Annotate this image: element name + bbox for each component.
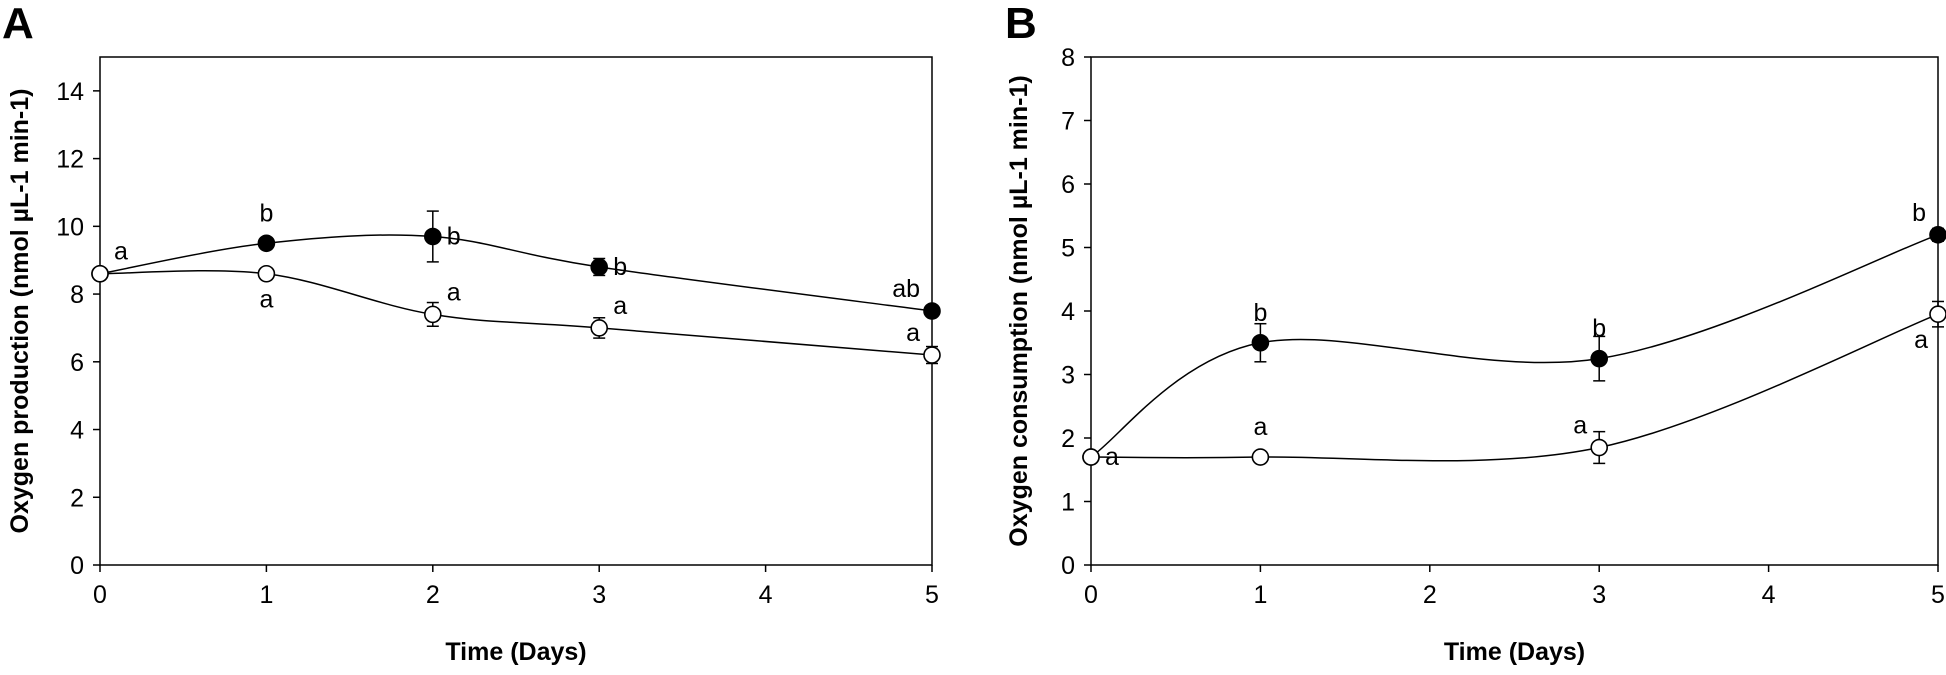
y-tick-label: 0 (70, 552, 84, 580)
y-tick-label: 5 (1061, 235, 1075, 263)
y-tick-label: 8 (1061, 44, 1075, 72)
y-tick-label: 3 (1061, 362, 1075, 390)
significance-label: b (1592, 315, 1606, 343)
significance-label: ab (892, 275, 920, 303)
plot-area-frame (99, 56, 933, 566)
y-tick-label: 4 (1061, 298, 1075, 326)
significance-label: a (613, 292, 627, 320)
data-point-filled (1590, 349, 1608, 368)
data-point-open (423, 305, 442, 324)
significance-label: a (259, 286, 273, 314)
significance-label: a (1253, 413, 1267, 441)
data-point-open (257, 264, 276, 283)
data-point-filled (923, 302, 941, 320)
y-tick-label: 6 (1061, 171, 1075, 199)
y-axis-title: Oxygen consumption (nmol µL-1 min-1) (1005, 75, 1033, 546)
significance-label: a (906, 319, 920, 347)
x-tick-label: 1 (1253, 581, 1267, 609)
significance-label: a (114, 238, 128, 266)
series-1: a b b b (1082, 199, 1946, 471)
panel-b: B 0 1 2 3 4 5 0 1 2 3 4 5 6 7 8 Time (Days) Oxygen consum… (1005, 0, 1946, 666)
x-tick-label: 5 (925, 581, 939, 609)
x-tick-label: 3 (592, 581, 606, 609)
significance-label: b (1912, 199, 1926, 227)
data-point-filled (257, 234, 276, 253)
y-tick-label: 14 (56, 78, 84, 106)
y-tick-label: 10 (56, 213, 84, 241)
data-point-filled (1929, 226, 1946, 244)
data-point-filled (423, 227, 442, 246)
y-tick-label: 4 (70, 417, 84, 445)
data-point-open (1590, 438, 1608, 457)
x-tick-label: 1 (259, 581, 273, 609)
significance-label: b (259, 199, 273, 227)
x-tick-label: 0 (93, 581, 107, 609)
x-tick-label: 4 (759, 581, 773, 609)
data-point-open (1929, 305, 1946, 323)
y-tick-label: 2 (1061, 425, 1075, 453)
series-2: a a a (1082, 300, 1946, 466)
y-tick-label: 2 (70, 484, 84, 512)
x-tick-label: 3 (1592, 581, 1606, 609)
y-tick-label: 7 (1061, 108, 1075, 136)
y-tick-label: 1 (1061, 489, 1075, 517)
significance-label: b (447, 222, 461, 250)
series-2: a a a a (91, 264, 941, 365)
data-point-open (923, 346, 941, 364)
data-point-open (1082, 448, 1100, 466)
x-tick-label: 2 (426, 581, 440, 609)
x-tick-label: 5 (1931, 581, 1945, 609)
panel-letter: A (2, 0, 34, 48)
data-point-open (1251, 448, 1270, 466)
x-axis-title: Time (Days) (445, 638, 586, 666)
series-line (99, 270, 933, 356)
data-point-filled (1251, 333, 1270, 352)
series-line (1090, 313, 1939, 462)
x-tick-label: 4 (1762, 581, 1776, 609)
significance-label: a (1573, 412, 1587, 440)
data-point-open (91, 264, 109, 283)
x-tick-label: 2 (1423, 581, 1437, 609)
y-tick-label: 6 (70, 349, 84, 377)
panel-letter: B (1005, 0, 1037, 48)
data-point-open (590, 319, 609, 337)
y-tick-label: 8 (70, 281, 84, 309)
series-line (99, 234, 933, 312)
y-tick-label: 0 (1061, 552, 1075, 580)
significance-label: a (1914, 326, 1928, 354)
x-axis-title: Time (Days) (1444, 638, 1585, 666)
significance-label: b (1253, 299, 1267, 327)
plot-area-frame (1090, 56, 1939, 566)
series-line (1090, 234, 1939, 458)
y-axis-title: Oxygen production (nmol µL-1 min-1) (6, 89, 34, 534)
significance-label: a (447, 278, 461, 306)
x-tick-label: 0 (1084, 581, 1098, 609)
significance-label: b (613, 253, 627, 281)
data-point-filled (590, 258, 609, 276)
y-tick-label: 12 (56, 146, 84, 174)
